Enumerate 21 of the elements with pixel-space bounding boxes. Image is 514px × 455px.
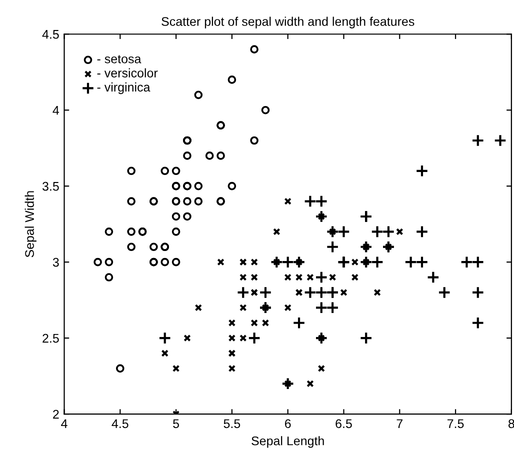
legend-label: - setosa — [97, 55, 142, 64]
y-tick-label: 4.5 — [42, 30, 59, 39]
x-tick-label: 4.5 — [112, 419, 128, 428]
x-tick-label: 7.5 — [447, 419, 464, 428]
y-tick-label: 3.5 — [42, 182, 59, 191]
x-tick-label: 5.5 — [224, 419, 240, 428]
y-tick-label: 4 — [52, 106, 60, 115]
y-tick-label: 2.5 — [42, 334, 59, 343]
x-tick-label: 7 — [396, 419, 402, 428]
legend-label: - versicolor — [97, 68, 158, 78]
y-tick-label: 3 — [52, 258, 59, 267]
chart-title: Scatter plot of sepal width and length features — [162, 16, 414, 28]
x-axis-title: Sepal Length — [252, 436, 324, 448]
x-tick-label: 8 — [508, 419, 514, 428]
x-tick-label: 4 — [61, 419, 68, 428]
x-tick-label: 6.5 — [336, 419, 352, 428]
legend-label: - virginica — [97, 82, 150, 94]
x-tick-label: 5 — [173, 419, 179, 428]
y-axis-title: Sepal Width — [24, 191, 36, 258]
y-tick-label: 2 — [53, 410, 59, 419]
x-tick-label: 6 — [285, 419, 291, 428]
